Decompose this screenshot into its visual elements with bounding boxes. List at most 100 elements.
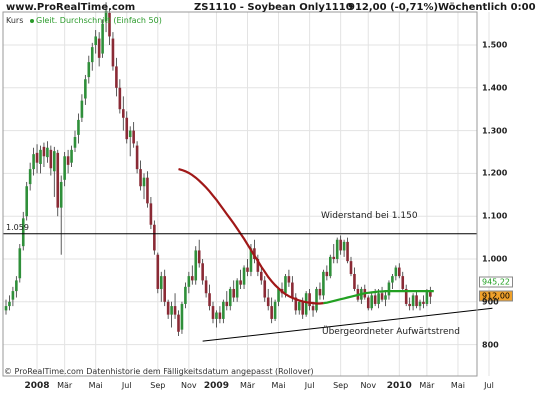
candle-body [215,312,218,319]
candle-body [263,280,267,298]
candle-body [132,130,135,144]
candle-body [346,241,349,262]
ma-legend-marker [30,18,34,23]
x-tick-label: Nov [181,381,197,390]
candle-body [201,263,204,281]
candle-body [349,261,353,274]
candle-body [115,66,118,88]
candle-body [142,177,146,187]
candle-body [122,109,125,118]
annotation-lines [3,233,493,342]
chart-grid [3,12,490,376]
trend-line [202,307,493,342]
candle-body [329,256,332,277]
candle-body [322,271,325,296]
candle-body [246,267,249,272]
candle-body [422,301,425,304]
candle-body [315,288,318,311]
period-label: Wöchentlich 0:00 [438,2,536,13]
candle-series [4,2,432,337]
x-tick-label: Mai [450,381,465,390]
candle-body [166,301,170,315]
candle-body [149,203,153,225]
candle-body [284,276,287,294]
y-tick-label: 1.300 [482,126,508,136]
candle-body [339,239,342,251]
candle-body [59,181,63,208]
candle-body [242,267,246,285]
resistance-label: Widerstand bei 1.150 [321,211,418,221]
trend-label: Übergeordneter Aufwärtstrend [322,327,460,337]
candle-body [256,259,260,272]
candle-body [332,256,336,259]
y-tick-label: 1.400 [482,83,508,93]
candle-body [21,218,25,247]
candle-body [377,293,380,304]
ma-legend-label: Gleit. Durchschnitt (Einfach 50) [36,16,162,25]
level-label: 1.059 [6,223,29,232]
candle-body [97,38,101,58]
candle-body [173,306,177,315]
candle-body [373,295,377,304]
candle-body [429,291,432,297]
candle-body [370,295,373,309]
candle-body [425,291,429,304]
candle-body [156,254,160,289]
ma-legend: Gleit. Durchschnitt (Einfach 50) [30,16,162,25]
candle-body [308,293,311,307]
candle-body [135,145,139,170]
candle-body [191,276,194,281]
candle-body [163,276,166,302]
candle-body [77,119,80,135]
x-tick-label: Jul [121,381,132,390]
y-tick-label: 1.200 [482,168,508,178]
candle-body [49,149,53,169]
candle-body [46,147,49,158]
candle-body [8,301,11,307]
candle-body [4,306,8,311]
candle-body [208,293,211,307]
candle-body [270,306,273,319]
price-axis-label: Kurs [6,16,24,25]
candle-body [70,149,73,163]
candle-body [63,156,66,180]
y-tick-label: 900 [482,297,499,307]
candle-body [180,303,184,330]
candle-body [404,288,408,304]
candle-body [125,117,129,140]
candle-body [177,314,180,332]
x-tick-label: Mai [88,381,103,390]
candle-body [80,100,84,118]
x-tick-label: Sep [333,381,349,390]
candle-body [232,288,235,298]
candle-body [204,280,208,294]
x-tick-label: Mär [419,381,435,390]
candle-body [73,137,77,148]
x-tick-label: Mär [57,381,73,390]
candle-body [228,288,232,307]
candle-body [235,280,239,298]
candle-body [53,151,56,172]
candle-body [35,152,39,163]
candle-body [249,248,253,272]
x-tick-label: 2010 [386,381,412,391]
candle-body [318,288,322,296]
candle-body [187,276,191,287]
ma-line-falling [178,168,324,305]
candle-body [128,130,132,138]
candle-body [418,301,422,307]
y-tick-label: 800 [482,340,499,350]
candle-body [87,62,91,78]
candle-body [304,293,308,315]
candle-body [297,301,301,311]
plot-frame [2,11,478,377]
candle-body [325,271,329,277]
candle-body [15,280,18,292]
candle-body [32,154,35,170]
candle-body [111,38,115,67]
candle-body [194,250,198,281]
candle-body [311,306,315,311]
y-tick-label: 1.100 [482,211,508,221]
candle-body [225,301,229,307]
candle-body [394,267,398,277]
